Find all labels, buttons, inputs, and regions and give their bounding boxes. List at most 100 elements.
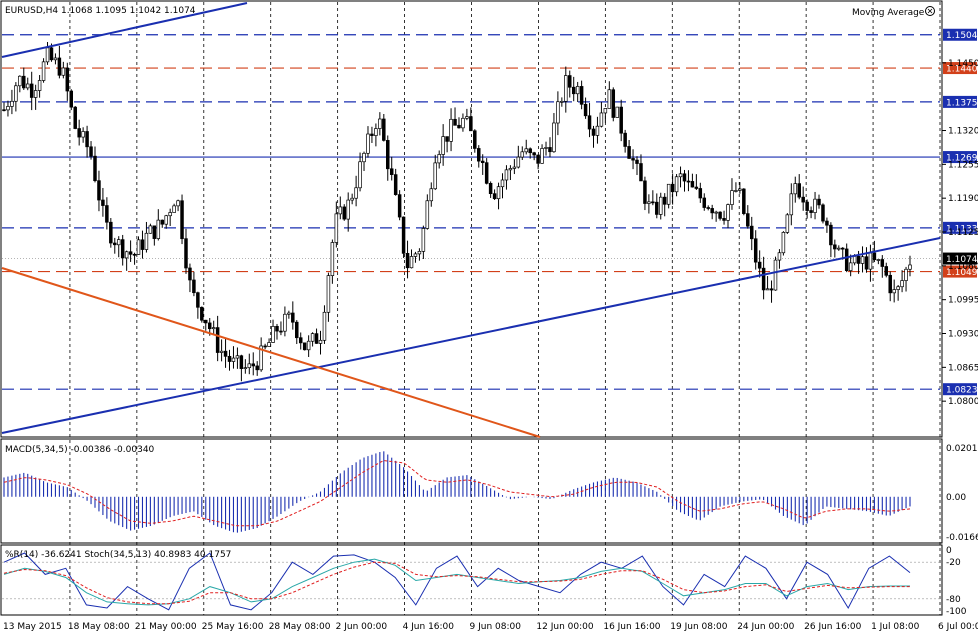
candle-body [599, 112, 604, 127]
candle-body [647, 201, 651, 204]
candle-body [405, 253, 410, 269]
candle-body [888, 274, 892, 294]
candle-body [690, 181, 695, 188]
price-tick-label: 1.1190 [948, 194, 978, 204]
time-label: 13 May 2015 [3, 622, 62, 632]
rising-trendline [1, 237, 941, 434]
candle-body [366, 133, 370, 154]
candle-body [81, 131, 85, 138]
candle-body [560, 100, 564, 103]
level-tag [943, 383, 977, 396]
candle-body [484, 162, 489, 184]
candle-body [342, 206, 346, 220]
candle-body [722, 218, 726, 221]
time-label: 25 May 16:00 [202, 622, 264, 632]
candle-body [840, 247, 845, 250]
candle-body [152, 225, 157, 239]
candle-body [904, 268, 908, 281]
oscillator-series: 0 -20 -80 -100 [2, 546, 967, 617]
osc-series-line [3, 552, 911, 611]
price-tick-label: 1.1255 [948, 160, 978, 170]
candle-body [255, 365, 259, 371]
candle-body [378, 118, 382, 129]
candle-body [682, 173, 687, 182]
candle-body [160, 219, 165, 225]
price-tick-label: 1.1450 [948, 59, 978, 69]
time-label: 26 Jun 16:00 [804, 622, 861, 632]
candle-body [302, 342, 307, 351]
level-tag [943, 265, 977, 278]
price-tick-label: 1.1320 [948, 127, 978, 137]
candle-body [409, 256, 414, 269]
macd-signal-line [3, 460, 911, 527]
candle-body [401, 216, 406, 254]
candle-body [880, 259, 885, 267]
level-label: 1.1049 [946, 268, 978, 278]
time-label: 1 Jul 08:00 [871, 622, 920, 632]
price-tick-label: 1.0930 [948, 330, 978, 340]
candle-body [140, 239, 145, 250]
candle-body [176, 200, 180, 207]
candle-body [318, 339, 323, 344]
candle-body [215, 327, 220, 353]
time-label: 2 Jun 00:00 [336, 622, 388, 632]
candle-body [896, 286, 900, 290]
candle-body [757, 261, 762, 269]
candlestick-series [2, 42, 912, 382]
candle-body [825, 220, 829, 226]
candle-body [306, 340, 311, 351]
candle-body [591, 128, 596, 136]
candle-body [89, 146, 93, 157]
candle-body [219, 350, 224, 353]
candle-body [829, 224, 833, 246]
candle-body [25, 83, 30, 89]
osc-series-line [3, 558, 910, 606]
candle-body [204, 319, 208, 324]
candle-body [18, 75, 22, 87]
candle-body [619, 106, 623, 134]
candle-body [164, 215, 168, 225]
level-tag [943, 62, 977, 75]
osc-tick-label: -100 [946, 607, 967, 617]
candle-body [14, 85, 18, 102]
osc-tick-label: 0 [946, 546, 952, 556]
candle-body [587, 115, 592, 130]
candle-body [207, 322, 212, 330]
candle-body [445, 136, 449, 142]
candle-body [275, 325, 279, 332]
candle-body [651, 201, 655, 204]
candle-body [568, 75, 572, 88]
upper-channel-line [1, 2, 248, 58]
candle-body [156, 219, 161, 239]
candle-body [496, 186, 501, 200]
candle-body [326, 275, 331, 313]
candle-body [57, 57, 62, 76]
candle-body [227, 355, 232, 362]
candle-body [53, 57, 58, 61]
candle-body [655, 201, 659, 215]
candle-body [536, 154, 540, 164]
candle-body [49, 47, 54, 61]
candle-body [465, 116, 469, 119]
candle-body [524, 148, 528, 153]
candle-body [223, 350, 228, 357]
level-tag [943, 221, 977, 234]
candle-body [330, 242, 335, 276]
candle-body [749, 225, 754, 240]
candle-body [437, 154, 441, 164]
candle-body [389, 168, 394, 175]
settings-circle-icon[interactable] [925, 6, 935, 16]
candle-body [235, 355, 240, 359]
candle-body [362, 152, 366, 163]
candle-body [259, 345, 263, 371]
candle-body [571, 86, 576, 95]
trendlines [1, 2, 941, 438]
candle-body [860, 256, 865, 264]
candle-body [631, 158, 635, 161]
current-price-label: 1.1074 [946, 255, 978, 265]
candle-body [662, 196, 667, 205]
osc-tick-label: -20 [946, 558, 961, 568]
candle-body [109, 221, 113, 244]
candle-body [105, 205, 109, 223]
